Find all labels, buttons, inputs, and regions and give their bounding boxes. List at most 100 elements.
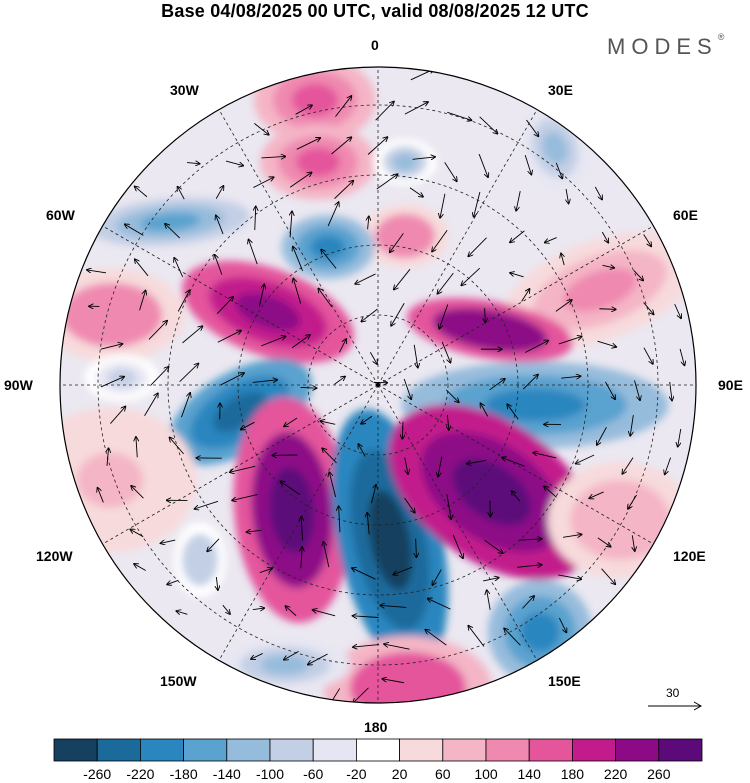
latitude-circle <box>307 314 449 456</box>
wind-arrow <box>566 188 568 204</box>
wind-arrow <box>222 604 230 614</box>
wind-arrow <box>403 378 411 399</box>
wind-arrow <box>130 529 144 538</box>
wind-arrow <box>150 367 168 386</box>
graticule <box>60 67 696 703</box>
wind-arrow <box>474 191 481 217</box>
wind-arrow <box>413 344 418 368</box>
colorbar-tick-label: 180 <box>560 766 585 782</box>
wind-arrow <box>293 247 304 271</box>
wind-arrow <box>253 177 273 188</box>
lon-label-60e: 60E <box>673 207 698 223</box>
colorbar-tick-label: -100 <box>255 766 285 782</box>
colorbar-tick-label: 20 <box>391 766 408 782</box>
colorbar-tick-label: -60 <box>303 766 324 782</box>
colorbar-tick-label: 60 <box>435 766 451 782</box>
wind-arrow <box>322 448 337 464</box>
wind-arrow <box>555 300 572 312</box>
wind-arrow <box>179 364 199 383</box>
wind-arrow <box>182 326 203 344</box>
anom-neg-10e <box>373 138 437 186</box>
colorbar-tick-label: -220 <box>126 766 155 782</box>
wind-arrow <box>478 153 488 177</box>
wind-arrow <box>144 393 158 416</box>
wind-arrow <box>334 181 354 199</box>
reference-vector-value: 30 <box>666 686 680 700</box>
anom-pos-120w-west <box>60 407 197 553</box>
wind-arrow <box>98 488 104 503</box>
colorbar-swatch <box>442 738 487 762</box>
wind-arrow <box>558 337 582 345</box>
wind-arrow <box>521 289 530 302</box>
wind-arrow <box>483 578 498 582</box>
wind-arrow <box>679 348 684 365</box>
wind-arrow <box>139 291 146 311</box>
colorbar-swatch <box>312 738 357 762</box>
modes-logo: MODES® <box>607 32 725 60</box>
wind-arrow <box>594 186 602 199</box>
wind-arrow <box>522 596 534 609</box>
lon-label-180: 180 <box>364 719 388 735</box>
wind-arrow <box>447 415 448 430</box>
wind-arrow <box>665 457 672 475</box>
wind-arrow <box>167 579 179 584</box>
colorbar <box>53 738 703 762</box>
wind-arrow <box>284 417 298 426</box>
wind-arrow <box>375 102 394 121</box>
wind-arrow <box>394 268 411 289</box>
colorbar-swatch <box>269 738 314 762</box>
wind-arrow <box>487 590 491 610</box>
anom-pos-130e-strong <box>388 404 596 580</box>
registered-mark: ® <box>717 32 725 42</box>
anom-pos-0-north <box>254 67 376 144</box>
meridian-line <box>377 109 538 386</box>
lon-label-30w: 30W <box>170 82 199 98</box>
wind-arrow <box>301 547 302 569</box>
anom-pos-70e-strong <box>407 297 573 363</box>
wind-arrow <box>382 679 405 684</box>
wind-arrow <box>216 297 233 315</box>
wind-arrow <box>251 653 263 659</box>
wind-arrow <box>674 303 681 318</box>
wind-arrow <box>432 569 442 585</box>
meridian-line <box>218 109 379 386</box>
wind-arrow <box>545 237 557 243</box>
wind-arrow <box>131 486 144 499</box>
wind-arrow <box>170 437 184 455</box>
wind-arrow <box>599 309 615 310</box>
wind-arrow <box>358 444 366 457</box>
wind-arrow <box>258 284 264 307</box>
wind-arrow <box>404 102 428 115</box>
wind-arrow <box>308 653 328 665</box>
wind-arrow <box>135 186 148 198</box>
anom-pos-near-pole <box>361 204 449 268</box>
wind-vectors <box>87 69 684 703</box>
wind-arrow <box>259 568 272 573</box>
wind-arrow <box>632 535 634 551</box>
wind-arrow <box>225 160 243 166</box>
wind-arrow <box>361 308 378 322</box>
wind-arrow <box>87 270 107 274</box>
wind-arrow <box>402 421 403 439</box>
wind-arrow <box>445 389 458 402</box>
wind-arrow <box>100 344 123 350</box>
wind-arrow <box>293 279 302 304</box>
wind-arrow <box>323 542 330 568</box>
reference-arrow-icon <box>648 701 703 711</box>
wind-arrow <box>261 156 285 158</box>
wind-arrow <box>215 186 223 199</box>
wind-arrow <box>630 414 634 436</box>
wind-arrow <box>412 157 435 159</box>
wind-arrow <box>670 381 672 401</box>
wind-arrow <box>217 331 241 343</box>
wind-arrow <box>355 273 376 284</box>
colorbar-tick-label: -20 <box>346 766 367 782</box>
lon-label-120w: 120W <box>36 548 73 564</box>
wind-arrow <box>252 608 264 610</box>
wind-arrow <box>634 380 640 400</box>
wind-arrow <box>507 404 519 420</box>
wind-arrow <box>390 233 404 252</box>
wind-arrow <box>255 206 256 231</box>
wind-arrow <box>601 231 608 243</box>
